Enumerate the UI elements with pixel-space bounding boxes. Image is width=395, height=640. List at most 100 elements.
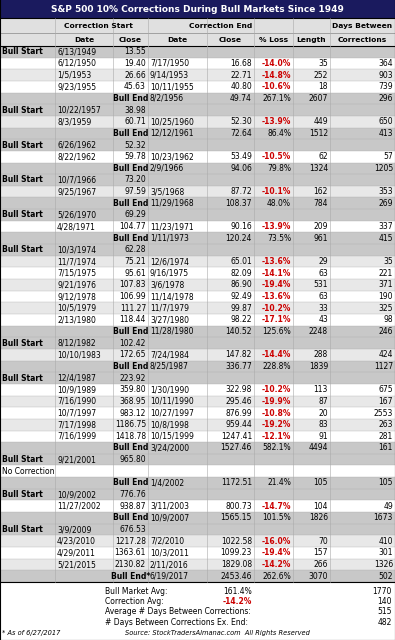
Text: 415: 415 — [378, 234, 393, 243]
Text: 6/26/1962: 6/26/1962 — [57, 141, 96, 150]
Text: 90.16: 90.16 — [230, 222, 252, 231]
Text: 60.71: 60.71 — [124, 117, 146, 126]
Text: 1247.41: 1247.41 — [221, 432, 252, 441]
Text: 22.71: 22.71 — [231, 70, 252, 79]
Text: 16.68: 16.68 — [230, 59, 252, 68]
Text: 7/16/1999: 7/16/1999 — [57, 432, 96, 441]
Bar — [0, 104, 395, 116]
Text: 10/3/2011: 10/3/2011 — [150, 548, 189, 557]
Bar — [0, 116, 395, 127]
Bar — [0, 163, 395, 174]
Text: 9/23/1955: 9/23/1955 — [57, 83, 96, 92]
Text: 228.8%: 228.8% — [263, 362, 291, 371]
Text: Bull End: Bull End — [113, 362, 148, 371]
Bar — [0, 18, 395, 46]
Text: 9/21/2001: 9/21/2001 — [57, 455, 96, 464]
Text: 1826: 1826 — [309, 513, 328, 522]
Text: 63: 63 — [318, 269, 328, 278]
Text: 424: 424 — [378, 350, 393, 359]
Text: 12/6/1974: 12/6/1974 — [150, 257, 189, 266]
Text: 1217.28: 1217.28 — [115, 537, 146, 546]
Text: Bull Start: Bull Start — [2, 47, 43, 56]
Text: Bull Start: Bull Start — [2, 141, 43, 150]
Text: 35: 35 — [318, 59, 328, 68]
Text: 961: 961 — [314, 234, 328, 243]
Bar — [0, 489, 395, 500]
Text: -16.0%: -16.0% — [261, 537, 291, 546]
Text: -19.2%: -19.2% — [261, 420, 291, 429]
Text: 325: 325 — [378, 303, 393, 313]
Text: 739: 739 — [378, 83, 393, 92]
Text: 113: 113 — [314, 385, 328, 394]
Text: 107.83: 107.83 — [120, 280, 146, 289]
Bar — [0, 46, 395, 58]
Text: 106.99: 106.99 — [119, 292, 146, 301]
Text: Bull End: Bull End — [113, 513, 148, 522]
Text: 413: 413 — [378, 129, 393, 138]
Text: 162: 162 — [314, 187, 328, 196]
Bar — [0, 151, 395, 163]
Text: 65.01: 65.01 — [230, 257, 252, 266]
Text: 1673: 1673 — [374, 513, 393, 522]
Text: 1186.75: 1186.75 — [115, 420, 146, 429]
Text: 21.4%: 21.4% — [267, 479, 291, 488]
Text: 676.53: 676.53 — [119, 525, 146, 534]
Text: 267.1%: 267.1% — [262, 94, 291, 103]
Text: 1527.46: 1527.46 — [221, 444, 252, 452]
Text: 101.5%: 101.5% — [262, 513, 291, 522]
Text: 2/13/1980: 2/13/1980 — [57, 316, 96, 324]
Text: 3/11/2003: 3/11/2003 — [150, 502, 189, 511]
Text: 92.49: 92.49 — [230, 292, 252, 301]
Text: 675: 675 — [378, 385, 393, 394]
Text: 104.77: 104.77 — [119, 222, 146, 231]
Text: 45.63: 45.63 — [124, 83, 146, 92]
Text: 62: 62 — [318, 152, 328, 161]
Text: Correction End: Correction End — [189, 23, 252, 29]
Bar — [0, 372, 395, 384]
Bar — [0, 337, 395, 349]
Text: 118.44: 118.44 — [120, 316, 146, 324]
Text: 11/14/1978: 11/14/1978 — [150, 292, 194, 301]
Text: S&P 500 10% Corrections During Bull Markets Since 1949: S&P 500 10% Corrections During Bull Mark… — [51, 4, 344, 13]
Bar — [0, 396, 395, 407]
Text: 7/16/1990: 7/16/1990 — [57, 397, 96, 406]
Text: -10.2%: -10.2% — [261, 385, 291, 394]
Text: 209: 209 — [314, 222, 328, 231]
Text: -10.1%: -10.1% — [261, 187, 291, 196]
Text: 11/7/1974: 11/7/1974 — [57, 257, 96, 266]
Text: 73.5%: 73.5% — [267, 234, 291, 243]
Bar — [0, 127, 395, 140]
Text: 246: 246 — [378, 327, 393, 336]
Text: # Days Between Corrections Ex. End:: # Days Between Corrections Ex. End: — [105, 618, 248, 627]
Text: 9/16/1975: 9/16/1975 — [150, 269, 189, 278]
Text: Bull Start: Bull Start — [2, 374, 43, 383]
Text: 3/9/2009: 3/9/2009 — [57, 525, 91, 534]
Text: 99.87: 99.87 — [230, 303, 252, 313]
Text: No Correction: No Correction — [2, 467, 55, 476]
Text: 10/9/1989: 10/9/1989 — [57, 385, 96, 394]
Bar — [0, 465, 395, 477]
Text: -19.4%: -19.4% — [261, 548, 291, 557]
Text: -13.6%: -13.6% — [261, 257, 291, 266]
Text: 52.30: 52.30 — [230, 117, 252, 126]
Bar — [0, 186, 395, 198]
Text: 94.06: 94.06 — [230, 164, 252, 173]
Text: -14.4%: -14.4% — [261, 350, 291, 359]
Text: 38.98: 38.98 — [124, 106, 146, 115]
Text: 7/15/1975: 7/15/1975 — [57, 269, 96, 278]
Text: 1829.08: 1829.08 — [221, 560, 252, 569]
Text: -13.6%: -13.6% — [261, 292, 291, 301]
Text: 104: 104 — [314, 502, 328, 511]
Text: 7/17/1950: 7/17/1950 — [150, 59, 189, 68]
Bar — [0, 93, 395, 104]
Text: 263: 263 — [378, 420, 393, 429]
Text: Bull Start: Bull Start — [2, 106, 43, 115]
Text: 266: 266 — [314, 560, 328, 569]
Text: 4/23/2010: 4/23/2010 — [57, 537, 96, 546]
Bar — [0, 69, 395, 81]
Text: 353: 353 — [378, 187, 393, 196]
Text: 288: 288 — [314, 350, 328, 359]
Text: 63: 63 — [318, 292, 328, 301]
Text: 29: 29 — [318, 257, 328, 266]
Text: 190: 190 — [378, 292, 393, 301]
